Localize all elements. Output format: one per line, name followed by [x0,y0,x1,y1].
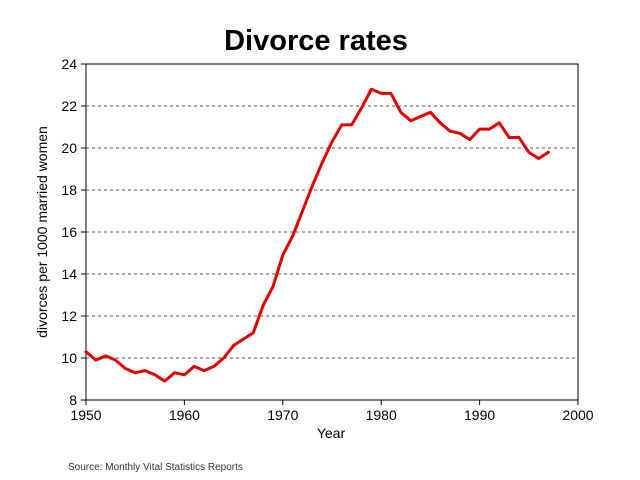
series-group [84,87,550,383]
y-tick-label: 20 [61,140,77,156]
y-axis: 8 10 12 14 16 18 20 22 24 [61,56,86,408]
series-line-0 [84,87,550,383]
y-tick-label: 18 [61,182,77,198]
y-tick-label: 14 [61,266,77,282]
y-tick-label: 24 [61,56,77,72]
source-note: Source: Monthly Vital Statistics Reports [68,462,243,473]
x-axis-label: Year [317,425,346,441]
chart-title: Divorce rates [224,25,408,57]
y-tick-label: 10 [61,350,77,366]
x-tick-label: 1970 [267,407,298,423]
y-tick-label: 12 [61,308,77,324]
x-tick-label: 1990 [464,407,495,423]
y-tick-label: 8 [69,392,77,408]
x-axis: 1950 1960 1970 1980 1990 2000 [70,400,594,423]
x-tick-label: 2000 [562,407,593,423]
y-tick-label: 22 [61,98,77,114]
y-tick-label: 16 [61,224,77,240]
x-tick-label: 1980 [366,407,397,423]
gridlines [86,105,578,359]
x-tick-label: 1950 [70,407,101,423]
y-axis-label: divorces per 1000 married women [34,126,50,338]
x-tick-label: 1960 [169,407,200,423]
